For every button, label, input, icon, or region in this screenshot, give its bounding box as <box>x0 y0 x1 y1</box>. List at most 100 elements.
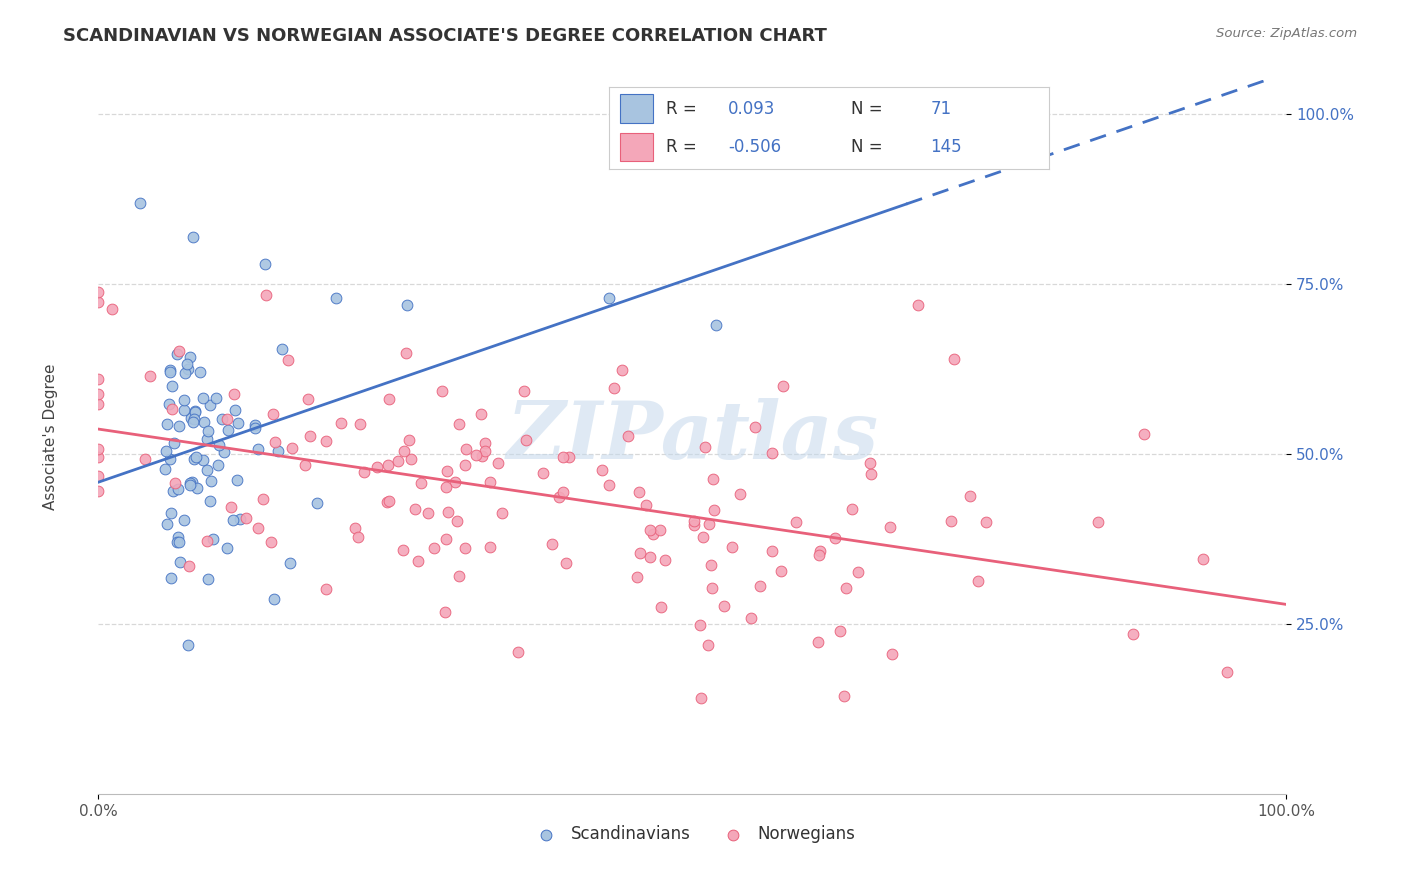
Point <box>1216 665 1239 679</box>
Point <box>167 534 190 549</box>
Point <box>761 446 783 460</box>
Point <box>700 582 723 596</box>
Point <box>551 485 574 500</box>
Point <box>263 592 285 607</box>
Point <box>179 350 201 364</box>
Point <box>159 363 181 377</box>
Point <box>465 448 488 462</box>
Point <box>179 478 201 492</box>
Point <box>195 534 218 549</box>
Point <box>375 494 398 508</box>
Point <box>217 541 239 555</box>
Point <box>167 530 190 544</box>
Point <box>443 475 465 489</box>
Point <box>471 449 494 463</box>
Point <box>191 392 214 406</box>
Point <box>391 543 413 558</box>
Point <box>298 429 321 443</box>
Point <box>347 530 370 544</box>
Point <box>215 412 238 426</box>
Point <box>159 365 181 379</box>
Point <box>835 581 858 595</box>
Point <box>129 195 152 210</box>
Point <box>160 378 183 392</box>
Point <box>180 410 202 425</box>
Point <box>197 432 219 446</box>
Point <box>378 494 401 508</box>
Point <box>394 345 416 359</box>
Point <box>162 483 184 498</box>
Point <box>591 463 613 477</box>
Point <box>221 513 243 527</box>
Point <box>186 481 208 495</box>
Point <box>197 463 219 477</box>
Point <box>974 515 997 529</box>
Point <box>434 480 457 494</box>
Point <box>191 453 214 467</box>
Point <box>478 541 501 555</box>
Point <box>808 543 831 558</box>
Point <box>280 442 302 456</box>
Point <box>253 257 276 271</box>
Point <box>235 510 257 524</box>
Point <box>474 443 496 458</box>
Point <box>155 444 177 458</box>
Point <box>267 444 290 458</box>
Point <box>277 353 299 368</box>
Point <box>193 415 215 429</box>
Point <box>254 287 277 301</box>
Point <box>744 420 766 434</box>
Point <box>454 442 477 456</box>
Point <box>602 381 624 395</box>
Point <box>880 647 903 661</box>
Point <box>512 384 534 398</box>
Point <box>1133 426 1156 441</box>
Point <box>454 458 477 472</box>
Point <box>294 458 316 472</box>
Text: Source: ZipAtlas.com: Source: ZipAtlas.com <box>1216 27 1357 40</box>
Point <box>515 433 537 447</box>
Point <box>828 624 851 639</box>
Point <box>160 571 183 585</box>
Point <box>638 524 661 538</box>
Point <box>243 421 266 435</box>
Point <box>183 229 205 244</box>
Point <box>353 466 375 480</box>
Point <box>423 541 446 555</box>
Point <box>330 417 353 431</box>
Point <box>453 541 475 555</box>
Point <box>169 555 191 569</box>
Point <box>87 483 110 498</box>
Point <box>541 536 564 550</box>
Point <box>190 365 212 379</box>
Point <box>224 403 246 417</box>
Point <box>177 362 200 376</box>
Point <box>198 398 221 412</box>
Point <box>156 417 179 431</box>
Point <box>626 570 648 584</box>
Point <box>101 301 124 316</box>
Point <box>392 444 415 458</box>
Point <box>212 445 235 459</box>
Point <box>1191 551 1213 566</box>
Point <box>217 423 239 437</box>
Point <box>229 511 252 525</box>
Point <box>486 456 509 470</box>
Point <box>859 456 882 470</box>
Point <box>166 346 188 360</box>
Point <box>377 392 399 407</box>
Point <box>260 535 283 549</box>
Point <box>941 514 963 528</box>
Point <box>157 397 180 411</box>
Point <box>1122 627 1144 641</box>
Point <box>478 475 501 489</box>
Point <box>832 690 855 704</box>
Point <box>785 515 807 529</box>
Point <box>163 436 186 450</box>
Text: Associate's Degree: Associate's Degree <box>44 364 59 510</box>
Point <box>942 351 965 366</box>
Point <box>628 546 651 560</box>
Point <box>197 424 219 438</box>
Point <box>87 294 110 309</box>
Point <box>160 402 183 417</box>
